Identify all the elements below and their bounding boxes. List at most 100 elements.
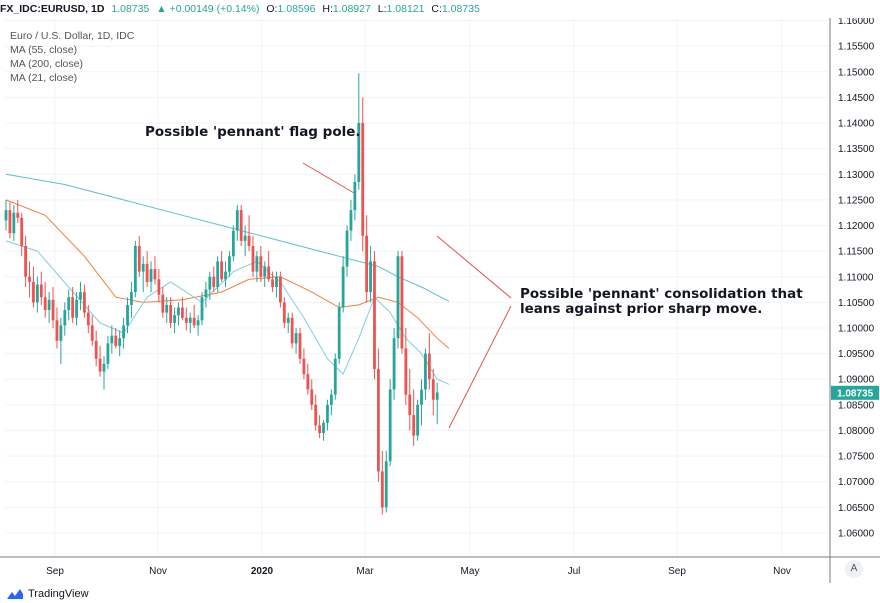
candle-body [106,343,110,364]
candle [63,302,67,336]
candle-body [224,271,227,280]
candle [396,251,400,349]
candle-body [94,340,98,359]
chart-title[interactable]: Euro / U.S. Dollar, 1D, IDC [10,30,135,42]
candle [231,225,235,262]
candle-body [275,276,278,287]
high-label: H: [322,3,333,15]
candle [279,271,282,308]
candle [51,287,55,328]
candle [94,330,98,367]
candle [130,281,133,318]
candle-body [161,294,165,313]
close-label: C: [431,3,442,15]
candle [192,304,196,328]
auto-scale-button[interactable]: A [845,560,863,578]
candle [416,399,419,441]
candle [12,205,16,241]
legend-ma55[interactable]: MA (55, close) [10,44,78,56]
candle [326,399,329,431]
candle [310,379,314,410]
candle-body [361,123,365,236]
pennant-upper-line [436,235,512,299]
candle [200,292,204,326]
tradingview-logo[interactable]: TradingView [6,588,89,600]
candle [404,327,408,405]
open-label: O: [266,3,278,15]
legend-ma21[interactable]: MA (21, close) [10,72,78,84]
candle-body [149,269,153,282]
candle-body [20,217,24,247]
candle [294,327,298,354]
candle-body [24,246,27,277]
candle-body [302,358,306,375]
candle [55,307,59,349]
candle [267,251,271,282]
candle [110,325,114,354]
candle-body [228,256,231,272]
candle-body [63,310,67,326]
candle [361,97,365,252]
candle [400,251,404,354]
candle [137,235,141,277]
candle [86,304,90,334]
candle [380,450,384,515]
candle-body [369,261,372,293]
candle-body [83,292,86,313]
candle [161,287,165,318]
price-chart[interactable]: 1.16000 1.15500 1.15000 1.14500 1.14000 1.135… [0,18,880,583]
candle-body [329,394,333,405]
candle-body [51,299,55,321]
candle [369,246,372,303]
candle-body [16,212,20,218]
candle [133,240,137,298]
candles [4,73,439,515]
candle-body [200,297,204,321]
candle [28,261,31,298]
candle [184,307,188,331]
price-tick-label: 1.12000 [838,221,875,232]
candle-body [345,230,349,267]
price-tick-label: 1.09000 [838,375,875,386]
candle-body [90,325,94,341]
candle [239,205,243,247]
last-price-tag-label: 1.08735 [837,388,874,399]
candle [302,348,306,380]
candle-body [416,404,419,436]
candle [349,199,353,241]
candle-body [243,235,247,241]
candle-body [212,276,216,287]
candle [90,315,94,346]
candle-body [435,392,439,400]
candle [141,256,145,293]
candle-body [427,353,431,380]
candle [79,281,82,311]
price-tick-label: 1.09500 [838,349,875,360]
price-tick-label: 1.10000 [838,323,875,334]
candle [427,333,431,390]
legend-ma200[interactable]: MA (200, close) [10,58,83,70]
candle-body [59,325,63,341]
candle [255,251,259,282]
high-value: 1.08927 [332,3,371,15]
candle-body [110,335,114,344]
time-tick-label: Mar [356,566,374,577]
candle-body [259,256,263,277]
candle [377,348,380,482]
candle [365,215,369,303]
candle-body [184,317,188,323]
time-tick-label: Nov [149,566,167,577]
candle-body [263,266,267,277]
last-price-tag [831,385,879,400]
candle [220,251,223,282]
candle [126,297,129,334]
candle-body [165,304,169,313]
candle [306,363,310,395]
price-tick-label: 1.13000 [838,170,875,181]
candle-body [126,304,129,326]
annotation-consolidation: Possible 'pennant' consolidation that le… [520,286,803,317]
candle [106,335,110,369]
price-tick-label: 1.14000 [838,119,875,130]
flag-pole-pointer-line [302,162,355,194]
symbol-label[interactable]: FX_IDC:EURUSD, 1D [0,3,105,15]
